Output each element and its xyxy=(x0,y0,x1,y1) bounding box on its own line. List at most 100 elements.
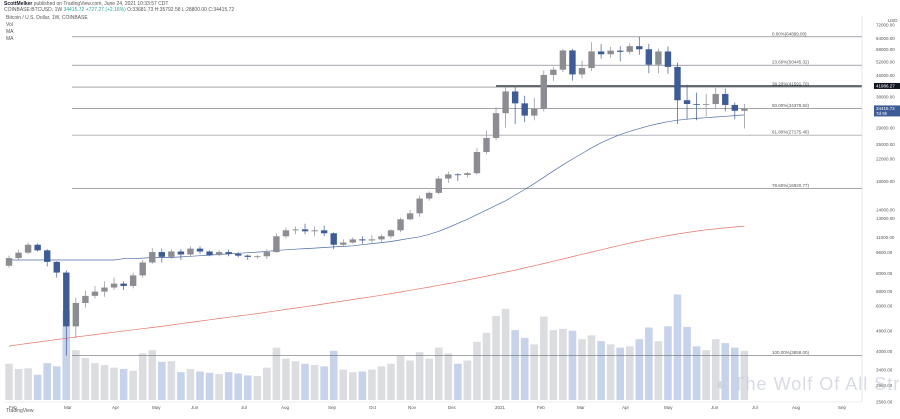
volume-bar xyxy=(463,360,472,400)
author-name: ScottMelker xyxy=(4,1,33,7)
candle-body xyxy=(5,258,13,266)
candle-body xyxy=(559,50,567,70)
price-tick-label: 6800.00 xyxy=(876,289,893,294)
month-label: Nov xyxy=(408,405,417,410)
candle-body xyxy=(206,251,213,256)
candle-body xyxy=(196,248,204,252)
volume-bar xyxy=(205,372,214,400)
price-tick-label: 58000.00 xyxy=(876,47,895,52)
legend-volume[interactable]: Vol xyxy=(6,22,13,28)
volume-bar xyxy=(263,367,271,400)
price-tick-label: 64000.00 xyxy=(876,36,895,41)
candle-body xyxy=(378,236,385,240)
ohlc-values: O:33681.73 H:35792.58 L:28800.00 C:34415… xyxy=(127,7,235,13)
month-label: Sep xyxy=(328,405,337,410)
volume-bar xyxy=(520,337,529,400)
candle-body xyxy=(215,252,223,256)
volume-bar xyxy=(186,368,195,400)
volume-bar xyxy=(683,326,691,400)
month-label: Jun xyxy=(191,405,199,410)
volume-bar xyxy=(310,365,319,400)
price-tick-label: 4800.00 xyxy=(876,328,893,333)
price-tick-label: 25000.00 xyxy=(876,142,895,147)
volume-bar xyxy=(224,372,233,400)
month-label: Aug xyxy=(792,405,801,410)
candle-body xyxy=(607,50,614,55)
price-tick-label: 8000.00 xyxy=(876,271,893,276)
candle-body xyxy=(129,275,137,286)
volume-bar xyxy=(177,372,185,400)
candle-body xyxy=(521,103,528,116)
month-label: Feb xyxy=(9,405,17,410)
candle-body xyxy=(502,91,509,114)
candle-body xyxy=(158,252,165,257)
month-label: Jul xyxy=(241,405,247,410)
currency-label: USD xyxy=(888,18,898,23)
volume-bar xyxy=(72,350,80,400)
price-tick-label: 14000.00 xyxy=(876,208,895,213)
time-axis[interactable]: Feb Mar Apr May Jun Jul Aug Sep Oct Nov Dec 2021 Feb… xyxy=(9,405,847,410)
volume-bar xyxy=(587,335,596,400)
candle-body xyxy=(187,248,194,255)
fib-level-label: 0.00%(64899.00) xyxy=(772,31,807,36)
candle-body xyxy=(91,291,99,296)
volume-bar xyxy=(301,363,309,400)
publisher-line: ScottMelker published on TradingView.com… xyxy=(4,1,168,7)
candle-body xyxy=(292,229,299,231)
volume-bar xyxy=(473,341,481,400)
price-tick-label: 46000.00 xyxy=(876,73,895,78)
candle-body xyxy=(235,253,242,256)
candle-body xyxy=(645,49,653,65)
candle-body xyxy=(63,272,70,327)
fibonacci-levels: 0.00%(64899.00) 23.60%(50445.32) 38.20%(41… xyxy=(72,31,862,356)
ma-short-line xyxy=(9,114,745,261)
candle-body xyxy=(702,103,710,105)
price-tick-label: 2560.00 xyxy=(876,400,893,405)
month-label: May xyxy=(152,405,161,410)
candle-body xyxy=(483,137,490,153)
candle-body xyxy=(664,51,672,67)
volume-bar xyxy=(138,353,147,400)
volume-bar xyxy=(320,366,328,400)
price-tick-label: 9600.00 xyxy=(876,250,893,255)
month-label: Mar xyxy=(64,405,72,410)
legend-ma-short[interactable]: MA xyxy=(6,29,14,35)
price-tick-label: 29000.00 xyxy=(876,125,895,130)
fib-level-label: 61.80%(27175.46) xyxy=(772,130,810,135)
candle-body xyxy=(101,287,108,292)
candle-body xyxy=(722,94,729,105)
volume-bar xyxy=(645,327,653,400)
price-axis[interactable]: 72000.00 64000.00 58000.00 52000.00 46000.00… xyxy=(4,16,900,405)
legend-ma-long[interactable]: MA xyxy=(6,36,14,42)
volume-bar xyxy=(635,339,644,400)
candle-body xyxy=(254,256,261,258)
volume-bar xyxy=(167,361,176,400)
volume-bar xyxy=(43,363,51,400)
month-label: Dec xyxy=(448,405,457,410)
volume-bar xyxy=(578,339,586,400)
volume-bar xyxy=(129,370,137,400)
price-change: +727.27 (+2.16%) xyxy=(85,7,126,13)
candle-body xyxy=(168,251,175,257)
volume-bar xyxy=(14,368,23,400)
last-price: 34415.72 xyxy=(63,7,85,13)
candle-body xyxy=(340,242,347,245)
fib-level-label: 78.60%(16920.77) xyxy=(772,183,810,188)
volume-bar xyxy=(501,308,510,400)
chart-legend-title: Bitcoin / U.S. Dollar, 1W, COINBASE xyxy=(6,15,88,21)
month-label: Apr xyxy=(112,405,120,410)
volume-bar xyxy=(52,366,61,400)
moving-averages xyxy=(8,114,745,347)
volume-bar xyxy=(215,374,223,400)
month-label: Aug xyxy=(281,405,290,410)
fib-level-label: 38.20%(41591.70) xyxy=(772,82,810,87)
price-tick-label: 2960.00 xyxy=(876,383,893,388)
candle-body xyxy=(712,94,719,104)
candle-body xyxy=(44,250,51,262)
volume-bar xyxy=(425,358,433,400)
candle-body xyxy=(387,230,395,237)
volume-bar xyxy=(482,332,491,400)
month-label: Oct xyxy=(369,405,377,410)
fib-level-label: 23.60%(50445.32) xyxy=(772,60,810,65)
